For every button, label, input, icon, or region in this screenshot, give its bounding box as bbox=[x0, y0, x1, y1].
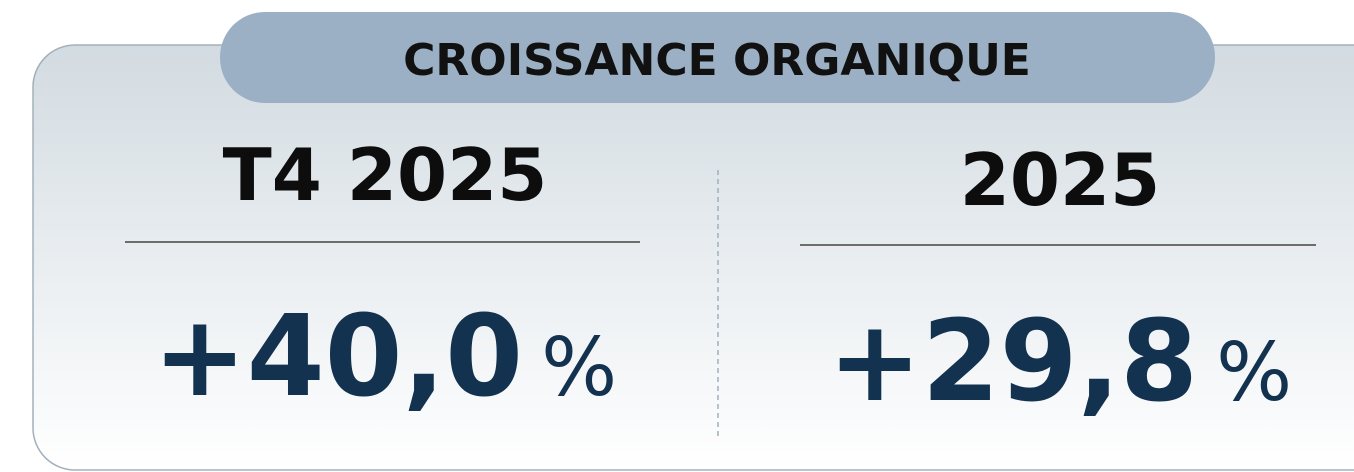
header-title: CROISSANCE ORGANIQUE bbox=[403, 35, 1031, 86]
period: T4 2025 bbox=[223, 133, 548, 217]
value-unit: % bbox=[541, 321, 617, 414]
value-number: +29,8 bbox=[828, 297, 1198, 427]
value: +40,0% bbox=[153, 292, 617, 422]
value: +29,8% bbox=[828, 297, 1292, 427]
value-number: +40,0 bbox=[153, 292, 523, 422]
period: 2025 bbox=[960, 138, 1160, 222]
header-pill bbox=[220, 12, 1215, 103]
value-unit: % bbox=[1216, 326, 1292, 419]
